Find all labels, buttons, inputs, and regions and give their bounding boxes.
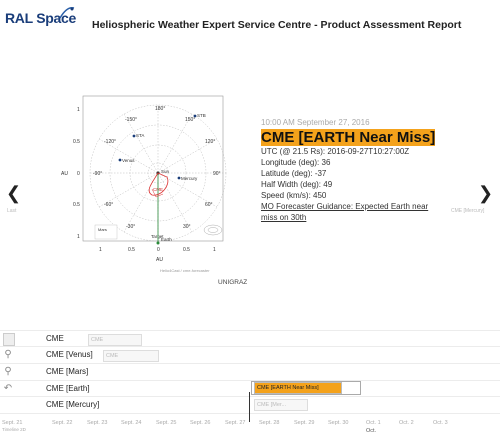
timeline-row-label: CME <box>46 334 64 343</box>
timeline-month-label: Oct. <box>366 428 377 434</box>
angle-label: -60° <box>104 202 113 208</box>
institution-label: UNIGRAZ <box>218 279 248 286</box>
timeline-divider <box>0 346 500 347</box>
timeline-event-item[interactable]: CME [Mer... <box>254 399 308 411</box>
angle-label: 180° <box>155 106 165 112</box>
y-tick: 1 <box>77 107 80 113</box>
timeline-footer-label: Timeline 2D <box>2 427 26 432</box>
x-tick: 1 <box>213 247 216 253</box>
timeline-active-event-item[interactable]: CME [EARTH Near Miss] <box>254 382 342 394</box>
timeline-tick: Sept. 28 <box>259 420 280 426</box>
x-tick: 0.5 <box>128 247 135 253</box>
next-label[interactable]: CME [Mercury] <box>451 208 485 214</box>
timeline-event-item[interactable]: CME <box>88 334 142 346</box>
angle-label: 90° <box>213 171 221 177</box>
angle-label: -150° <box>125 117 137 123</box>
previous-label[interactable]: Last <box>7 208 17 214</box>
y-tick: 0 <box>77 171 80 177</box>
angle-label: 60° <box>205 202 213 208</box>
timeline-event-item[interactable]: CME <box>103 350 159 362</box>
event-longitude: Longitude (deg): 36 <box>261 158 331 167</box>
timeline-row-label: CME [Venus] <box>46 350 93 359</box>
next-arrow-icon[interactable]: ❯ <box>478 183 494 203</box>
y-tick: 0.5 <box>73 139 80 145</box>
y-tick: 0.5 <box>73 202 80 208</box>
timeline-divider <box>0 396 500 397</box>
angle-label: -30° <box>126 224 135 230</box>
timeline-tick: Sept. 29 <box>294 420 315 426</box>
timeline-tick: Sept. 23 <box>87 420 108 426</box>
timeline-tick: Oct. 3 <box>433 420 448 426</box>
stb-label: STB <box>197 113 206 118</box>
timeline-divider <box>0 380 500 381</box>
timeline-divider <box>0 330 500 331</box>
forecaster-guidance-link[interactable]: MO Forecaster Guidance: Expected Earth n… <box>261 202 429 222</box>
heliospheric-position-plot: 180° -150° 150° -120° 120° -90° 90° -60°… <box>61 95 227 263</box>
angle-label: -90° <box>93 171 102 177</box>
y-tick: 1 <box>77 234 80 240</box>
cme-front-shape <box>148 172 169 196</box>
angle-label: 30° <box>183 224 191 230</box>
event-speed: Speed (km/s): 450 <box>261 191 327 200</box>
event-headline: CME [EARTH Near Miss] <box>261 129 436 146</box>
x-tick: 0.5 <box>183 247 190 253</box>
event-latitude: Latitude (deg): -37 <box>261 169 327 178</box>
angle-label: 150° <box>185 117 195 123</box>
x-axis-label: AU <box>156 257 163 263</box>
previous-arrow-icon[interactable]: ❮ <box>6 183 22 203</box>
logo-orbit-icon <box>59 6 75 19</box>
timeline-divider <box>0 413 500 414</box>
timeline-row-label: CME [Mars] <box>46 367 89 376</box>
sun-label: Sun <box>161 169 170 174</box>
timeline-row-label: CME [Mercury] <box>46 400 100 409</box>
timeline-tick: Sept. 30 <box>328 420 349 426</box>
earth-label: Earth <box>161 237 172 242</box>
x-tick: 1 <box>99 247 102 253</box>
angle-label: 120° <box>205 139 215 145</box>
timeline-tick: Oct. 2 <box>399 420 414 426</box>
timeline-tick: Sept. 21 <box>2 420 23 426</box>
event-timestamp: 10:00 AM September 27, 2016 <box>261 118 370 127</box>
timeline-tick: Sept. 24 <box>121 420 142 426</box>
timeline-tick: Sept. 26 <box>190 420 211 426</box>
timeline-tick: Sept. 27 <box>225 420 246 426</box>
ral-space-logo[interactable]: RAL Space <box>5 10 76 26</box>
plot-credit: Helio4Cast / cme-forecaster <box>160 268 210 273</box>
timeline-divider <box>0 363 500 364</box>
angle-label: -120° <box>104 139 116 145</box>
event-half-width: Half Width (deg): 49 <box>261 180 333 189</box>
page-title: Heliospheric Weather Expert Service Cent… <box>92 19 462 31</box>
x-tick: 0 <box>157 247 160 253</box>
timeline-blank-control[interactable] <box>3 333 15 346</box>
zoom-out-icon[interactable]: ⚲ <box>4 366 12 377</box>
planet-mars-label: Mars <box>98 227 107 232</box>
event-utc: UTC (@ 21.5 Rs): 2016-09-27T10:27:00Z <box>261 147 410 156</box>
timeline-row-label: CME [Earth] <box>46 384 90 393</box>
sta-label: STA <box>136 133 144 138</box>
timeline-tick: Oct. 1 <box>366 420 381 426</box>
zoom-in-icon[interactable]: ⚲ <box>4 349 12 360</box>
y-axis-label: AU <box>61 171 68 177</box>
timeline-tick: Sept. 22 <box>52 420 73 426</box>
planet-mercury-label: Mercury <box>181 176 198 181</box>
timeline-tick: Sept. 25 <box>156 420 177 426</box>
current-time-marker <box>249 392 250 422</box>
header: RAL Space Heliospheric Weather Expert Se… <box>0 0 500 44</box>
planet-venus-label: Venus <box>122 158 135 163</box>
undo-icon[interactable]: ↶ <box>3 383 13 394</box>
event-details: 10:00 AM September 27, 2016 CME [EARTH N… <box>261 118 461 223</box>
